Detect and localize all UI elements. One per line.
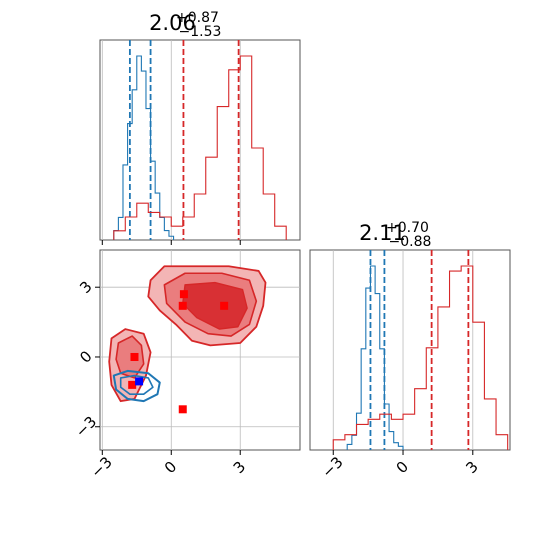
title-top-left-value: 2.06: [149, 11, 196, 35]
hist-br-series-1: [332, 265, 509, 450]
br-x-label-0: −3: [318, 453, 346, 481]
marker-red-1: [178, 301, 187, 310]
marker-group: [128, 290, 229, 414]
marker-red-3: [130, 352, 139, 361]
marker-red-0: [179, 290, 188, 299]
marker-red-4: [128, 380, 137, 389]
marker-blue: [135, 377, 144, 386]
panel-frame-bottom-right: [309, 249, 511, 451]
br-x-label-2: 3: [462, 458, 481, 477]
hist-tl-series-1: [113, 55, 287, 240]
title-top-left-lower: −1.53: [179, 24, 222, 40]
contour-red-inner-upper: [182, 281, 248, 330]
title-bottom-right-value: 2.11: [359, 221, 406, 245]
bl-y-label-0: −3: [72, 413, 100, 441]
title-bottom-right: 2.11 +0.70 −0.88: [359, 217, 434, 250]
bl-y-label-2: 3: [76, 277, 95, 296]
hist-br-series-0: [346, 265, 404, 450]
title-top-left: 2.06 +0.87 −1.53: [149, 7, 224, 40]
bl-x-label-2: 3: [230, 458, 249, 477]
title-bottom-right-lower: −0.88: [389, 234, 432, 250]
contour-group: [108, 265, 267, 403]
bl-y-label-1: 0: [76, 347, 95, 366]
histogram-group: [113, 40, 509, 450]
title-top-left-upper: +0.87: [176, 10, 219, 26]
title-bottom-right-upper: +0.70: [386, 220, 429, 236]
marker-red-5: [178, 405, 187, 414]
br-x-label-1: 0: [393, 458, 412, 477]
panel-frame-bottom-left: [99, 249, 301, 451]
bl-x-label-0: −3: [87, 453, 115, 481]
contour-blue-inner: [119, 374, 154, 395]
marker-red-2: [220, 301, 229, 310]
bl-x-label-1: 0: [161, 458, 180, 477]
hist-tl-series-0: [113, 55, 175, 240]
contour-red-mid-lower: [115, 335, 145, 379]
panel-frame-top-left: [99, 39, 301, 241]
contour-blue-outer: [112, 369, 161, 403]
